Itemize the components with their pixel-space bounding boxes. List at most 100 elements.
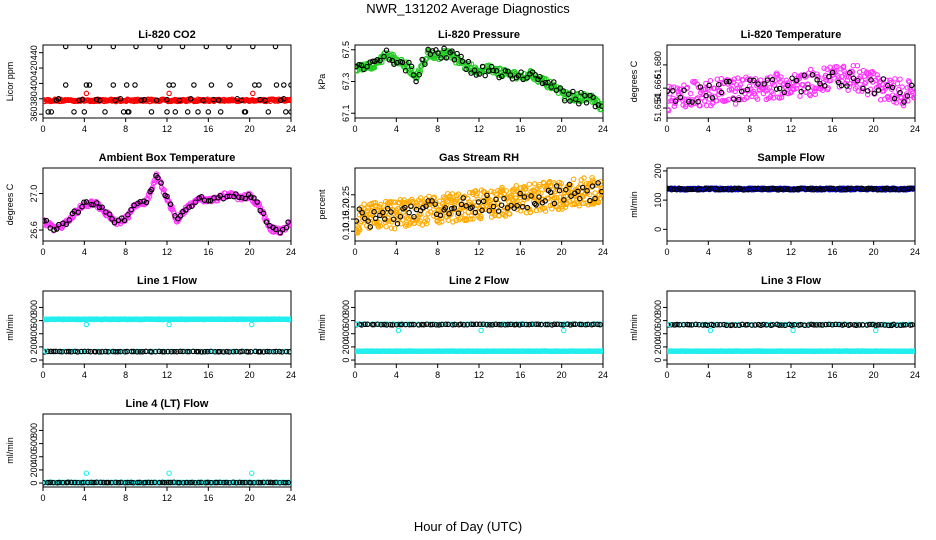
data-point: [854, 77, 861, 84]
data-point: [43, 217, 50, 224]
data-point: [416, 322, 422, 328]
data-point: [230, 479, 237, 486]
data-point: [423, 203, 429, 209]
series-dense: [43, 171, 291, 237]
data-point: [519, 321, 526, 328]
data-point: [700, 91, 706, 98]
data-point: [565, 91, 572, 98]
data-point: [159, 348, 165, 355]
data-point: [438, 207, 444, 213]
data-point: [895, 86, 902, 93]
data-point: [819, 322, 826, 328]
data-point: [372, 200, 379, 206]
data-point: [541, 205, 548, 211]
data-point: [811, 322, 817, 328]
data-point: [702, 185, 709, 192]
x-tick-label: 12: [786, 124, 796, 134]
y-axis-label: kPa: [317, 74, 327, 90]
data-point: [537, 207, 543, 213]
data-point: [744, 186, 750, 192]
data-point: [250, 45, 256, 50]
data-point: [501, 195, 507, 202]
data-point: [726, 78, 732, 85]
data-point: [112, 97, 119, 104]
data-point: [125, 212, 131, 218]
x-tick-label: 8: [123, 370, 128, 380]
data-point: [537, 73, 543, 80]
data-point: [371, 321, 377, 328]
data-point: [770, 185, 777, 192]
data-point: [134, 349, 140, 355]
data-point: [75, 209, 82, 216]
data-point: [599, 185, 603, 192]
data-point: [751, 77, 757, 84]
x-tick-label: 24: [286, 247, 296, 257]
x-tick-label: 24: [910, 247, 920, 257]
data-point: [817, 80, 823, 87]
data-point: [388, 209, 394, 215]
y-axis-label: percent: [317, 189, 327, 220]
data-point: [864, 91, 871, 98]
data-point: [83, 82, 90, 88]
data-point: [381, 53, 387, 60]
data-point: [907, 185, 913, 191]
data-point: [410, 198, 416, 205]
data-point: [263, 219, 270, 225]
x-tick-label: 4: [82, 370, 87, 380]
data-point: [793, 85, 800, 91]
data-point: [187, 479, 193, 486]
data-point: [248, 194, 254, 200]
data-point: [758, 186, 765, 192]
data-point: [71, 109, 77, 115]
data-point: [96, 349, 102, 355]
y-tick-label: 800: [29, 300, 39, 315]
data-point: [908, 82, 915, 89]
data-point: [133, 45, 139, 50]
data-point: [863, 79, 869, 86]
data-point: [224, 348, 230, 355]
data-point: [124, 109, 131, 115]
data-point: [781, 321, 788, 328]
x-tick-label: 24: [598, 247, 608, 257]
data-point: [529, 69, 536, 75]
data-point: [795, 185, 802, 192]
data-point: [356, 321, 363, 328]
data-point: [479, 207, 485, 214]
data-point: [882, 322, 888, 328]
data-point: [710, 322, 717, 329]
data-point: [904, 93, 911, 99]
data-point: [411, 213, 417, 220]
data-point: [81, 348, 88, 355]
y-tick-label: 0.25: [341, 186, 351, 204]
data-point: [214, 479, 220, 486]
data-point: [468, 70, 474, 76]
data-point: [463, 203, 469, 209]
data-point: [45, 109, 51, 115]
data-point: [847, 69, 853, 76]
data-point: [384, 205, 391, 212]
x-tick-label: 8: [435, 370, 440, 380]
data-point: [793, 77, 800, 84]
data-point: [43, 349, 48, 355]
data-point: [755, 81, 761, 87]
data-point: [864, 322, 870, 328]
data-point: [83, 470, 90, 476]
data-point: [776, 85, 783, 92]
data-point: [722, 185, 729, 192]
data-point: [514, 202, 520, 209]
data-point: [526, 181, 533, 187]
data-point: [273, 348, 279, 355]
data-point: [863, 185, 870, 192]
data-point: [685, 186, 691, 193]
data-point: [597, 321, 603, 328]
data-point: [383, 223, 389, 230]
y-axis-label: degrees C: [5, 183, 15, 225]
data-point: [396, 200, 403, 206]
data-point: [828, 185, 834, 192]
data-point: [776, 322, 782, 328]
data-point: [567, 322, 574, 328]
data-point: [115, 479, 122, 486]
data-marks: [43, 171, 291, 237]
series-averages: [667, 69, 915, 105]
data-point: [153, 97, 160, 104]
